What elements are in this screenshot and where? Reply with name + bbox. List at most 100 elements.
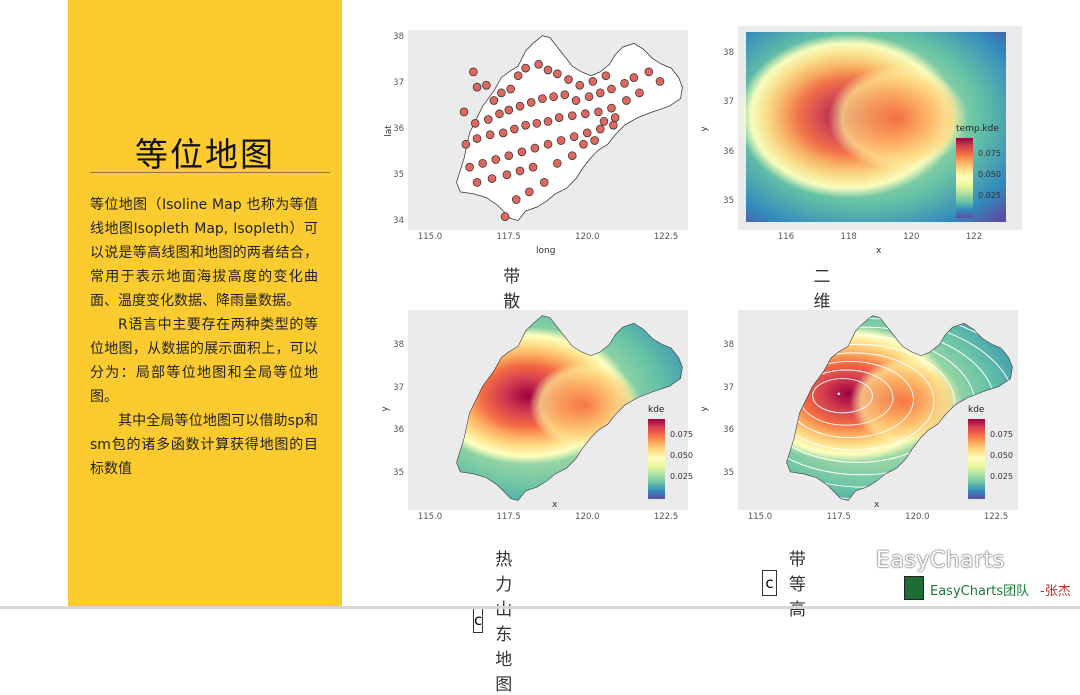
x-tick-label: 115.0 xyxy=(417,232,443,242)
scatter-point xyxy=(581,109,590,119)
legend-label: 0.050 xyxy=(990,451,1013,460)
x-tick-label: 115.0 xyxy=(417,512,443,522)
scatter-point xyxy=(498,128,508,138)
scatter-point xyxy=(610,113,620,123)
plot-area xyxy=(738,310,1018,510)
scatter-point xyxy=(465,162,474,172)
scatter-point xyxy=(521,120,530,130)
scatter-point xyxy=(595,88,605,98)
scatter-point xyxy=(502,170,512,180)
legend-label: 0.075 xyxy=(670,430,693,439)
y-tick-label: 36 xyxy=(393,425,404,436)
scatter-point xyxy=(510,124,519,134)
plot-area xyxy=(738,26,1022,230)
scatter-point xyxy=(482,80,491,90)
scatter-point xyxy=(478,158,487,168)
legend-label: 0.025 xyxy=(670,472,693,481)
legend-label: 0.050 xyxy=(978,170,1001,179)
legend-colorbar xyxy=(956,138,973,218)
scatter-point xyxy=(590,136,599,145)
scatter-point xyxy=(539,178,549,187)
sidebar: 等位地图 等位地图（Isoline Map 也称为等值线地图Isopleth M… xyxy=(68,0,342,609)
x-tick-label: 116 xyxy=(777,232,795,242)
scatter-point xyxy=(594,107,603,117)
sidebar-title: 等位地图 xyxy=(135,135,275,174)
scatter-point xyxy=(607,84,616,94)
scatter-point xyxy=(526,98,536,107)
scatter-point xyxy=(459,107,469,117)
y-tick-label: 35 xyxy=(723,196,734,206)
y-tick-label: 37 xyxy=(723,97,734,108)
scatter-point xyxy=(620,78,629,88)
x-tick-label: 120.0 xyxy=(905,512,930,522)
contour-line xyxy=(812,378,873,414)
legend-label: 0.025 xyxy=(990,472,1013,481)
y-tick-label: 38 xyxy=(393,340,404,350)
y-tick-label: 35 xyxy=(393,170,404,180)
scatter-point xyxy=(515,101,525,111)
x-tick-label: 120.0 xyxy=(575,232,600,242)
scatter-point xyxy=(599,117,609,126)
footer-author: -张杰 xyxy=(1040,584,1071,599)
scatter-point xyxy=(504,151,514,161)
scatter-point xyxy=(582,128,592,138)
scatter-point xyxy=(549,92,558,102)
legend: temp.kde 0.075 0.050 0.025 xyxy=(956,124,1036,218)
scatter-point xyxy=(470,118,480,128)
x-axis-label: x xyxy=(552,500,558,510)
scatter-point xyxy=(607,103,616,113)
legend-label: 0.075 xyxy=(978,149,1001,158)
scatter-point xyxy=(553,69,562,79)
scatter-point xyxy=(525,187,534,197)
scatter-point xyxy=(489,96,499,105)
scatter-point xyxy=(461,139,471,149)
plot-area xyxy=(408,30,688,230)
scatter-point xyxy=(554,113,564,123)
scatter-point xyxy=(560,90,570,100)
scatter-point xyxy=(543,117,553,126)
scatter-point xyxy=(564,75,573,84)
description-paragraph-3: 其中全局等位地图可以借助sp和sm包的诸多函数计算获得地图的目标数值 xyxy=(90,413,318,477)
scatter-point xyxy=(579,139,588,149)
caption-letter: c xyxy=(473,607,484,633)
y-tick-label: 38 xyxy=(723,340,734,350)
scatter-point xyxy=(567,111,577,121)
description-paragraph-1: 等位地图（Isoline Map 也称为等值线地图Isopleth Map, I… xyxy=(90,197,318,309)
scatter-point xyxy=(472,82,482,92)
contour-line xyxy=(786,343,955,463)
x-tick-label: 122.5 xyxy=(983,512,1009,522)
scatter-point xyxy=(556,136,566,145)
scatter-point xyxy=(622,96,631,105)
y-tick-label: 36 xyxy=(723,425,734,436)
x-tick-label: 122.5 xyxy=(653,512,679,522)
scatter-point xyxy=(497,88,506,98)
title-divider xyxy=(90,172,330,173)
scatter-point xyxy=(569,132,579,142)
scatter-point xyxy=(655,77,665,86)
scatter-point xyxy=(567,151,577,161)
scatter-point xyxy=(511,195,521,204)
scatter-point xyxy=(601,71,611,81)
caption-letter: c xyxy=(762,569,777,596)
y-tick-label: 35 xyxy=(393,468,404,478)
x-tick-label: 117.5 xyxy=(496,232,521,242)
scatter-point xyxy=(472,134,482,143)
scatter-point xyxy=(530,143,540,153)
scatter-point xyxy=(504,105,514,115)
scatter-point xyxy=(575,80,585,90)
scatter-point xyxy=(635,88,644,98)
footer-team: EasyCharts团队 xyxy=(930,584,1030,599)
x-tick-label: 120.0 xyxy=(575,512,600,522)
y-tick-label: 37 xyxy=(393,78,404,88)
y-tick-label: 37 xyxy=(393,382,404,393)
legend: kde 0.075 0.050 0.025 xyxy=(648,405,728,499)
scatter-point xyxy=(521,63,530,73)
scatter-point xyxy=(588,77,598,86)
legend-colorbar xyxy=(648,419,665,499)
x-tick-label: 118 xyxy=(840,232,857,242)
legend-label: 0.025 xyxy=(978,191,1001,200)
scatter-point xyxy=(571,96,581,105)
x-tick-label: 122.5 xyxy=(653,232,679,242)
scatter-point xyxy=(513,71,523,81)
scatter-point xyxy=(543,139,553,149)
